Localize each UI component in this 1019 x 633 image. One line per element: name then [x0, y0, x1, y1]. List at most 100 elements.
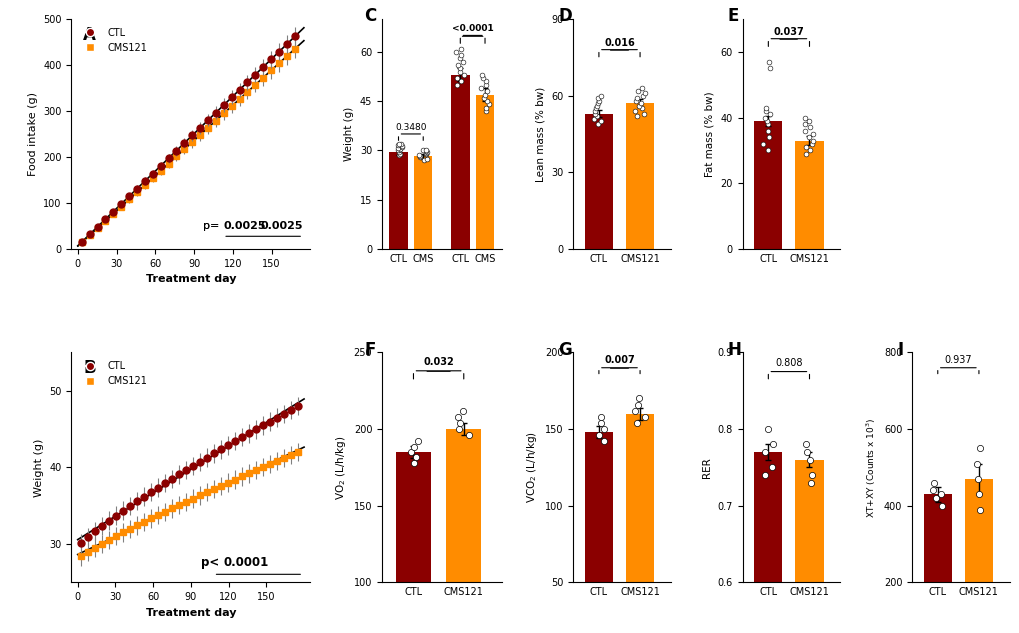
Point	[419, 147, 435, 157]
Y-axis label: VCO$_2$ (L/h/kg): VCO$_2$ (L/h/kg)	[525, 432, 539, 503]
Y-axis label: Weight (g): Weight (g)	[34, 438, 44, 496]
Text: I: I	[897, 341, 903, 359]
Point	[449, 411, 466, 422]
Point	[455, 70, 472, 80]
Y-axis label: Lean mass (% bw): Lean mass (% bw)	[535, 86, 545, 182]
Point	[474, 73, 490, 83]
Bar	[446, 429, 481, 633]
Point	[797, 149, 813, 159]
Point	[587, 108, 603, 118]
Point	[477, 103, 493, 113]
Point	[592, 411, 608, 422]
Point	[478, 77, 494, 87]
Bar	[626, 103, 653, 249]
Point	[390, 139, 407, 149]
Point	[447, 47, 464, 57]
Bar	[626, 414, 653, 633]
Point	[591, 96, 607, 106]
Point	[763, 462, 780, 472]
Point	[589, 98, 605, 108]
Point	[756, 113, 772, 123]
Text: D: D	[558, 8, 572, 25]
Point	[418, 147, 434, 158]
Text: C: C	[364, 8, 376, 25]
Point	[391, 144, 408, 154]
Point	[804, 129, 820, 139]
Text: H: H	[728, 341, 741, 359]
Point	[389, 141, 406, 151]
Point	[924, 478, 941, 488]
Point	[759, 146, 775, 156]
Bar	[795, 141, 822, 249]
Bar	[964, 479, 993, 633]
Point	[411, 152, 427, 162]
Text: F: F	[364, 341, 375, 359]
Text: <0.0001: <0.0001	[451, 24, 493, 34]
Point	[478, 86, 494, 96]
Point	[797, 439, 813, 449]
Point	[585, 113, 601, 123]
Point	[754, 139, 770, 149]
Point	[589, 93, 605, 103]
Point	[627, 106, 643, 116]
Point	[803, 470, 819, 480]
Y-axis label: Weight (g): Weight (g)	[344, 107, 354, 161]
Point	[799, 447, 815, 457]
Text: 0.032: 0.032	[423, 357, 453, 367]
Text: 0.007: 0.007	[603, 355, 634, 365]
Point	[760, 56, 776, 66]
Point	[475, 93, 491, 103]
Point	[932, 489, 949, 499]
Point	[392, 139, 409, 149]
Point	[391, 149, 408, 159]
Point	[969, 474, 985, 484]
Point	[589, 101, 605, 111]
Point	[391, 147, 408, 157]
Point	[636, 411, 652, 422]
Point	[635, 91, 651, 101]
Bar	[584, 113, 612, 249]
Point	[924, 486, 941, 496]
Point	[801, 454, 817, 465]
Point	[453, 56, 470, 66]
Y-axis label: XT+XY (Counts x 10$^3$): XT+XY (Counts x 10$^3$)	[864, 417, 877, 518]
Bar	[475, 94, 494, 249]
Point	[454, 406, 471, 416]
Text: G: G	[558, 341, 572, 359]
Point	[411, 150, 427, 160]
Text: E: E	[728, 8, 739, 25]
Point	[408, 451, 424, 461]
Text: p<: p<	[201, 556, 219, 568]
Point	[801, 132, 817, 142]
Point	[406, 458, 422, 468]
Point	[390, 146, 407, 156]
Point	[595, 436, 611, 446]
Point	[796, 125, 812, 135]
Point	[587, 103, 603, 113]
Point	[633, 103, 649, 113]
Point	[927, 493, 944, 503]
Bar	[584, 432, 612, 633]
Point	[473, 83, 489, 93]
Point	[452, 44, 469, 54]
Point	[418, 154, 434, 164]
Point	[971, 505, 987, 515]
Point	[631, 393, 647, 403]
Text: A: A	[84, 26, 96, 44]
Text: 0.0025: 0.0025	[261, 220, 303, 230]
Point	[452, 50, 469, 60]
Point	[760, 132, 776, 142]
Point	[797, 142, 813, 152]
Point	[763, 439, 780, 449]
Point	[586, 106, 602, 116]
Point	[591, 430, 607, 441]
Point	[412, 151, 428, 161]
Point	[628, 93, 644, 103]
Point	[451, 418, 468, 428]
Point	[461, 430, 477, 441]
Bar	[389, 152, 408, 249]
Point	[970, 489, 986, 499]
Point	[632, 98, 648, 108]
Point	[450, 424, 467, 434]
X-axis label: Treatment day: Treatment day	[146, 608, 235, 618]
